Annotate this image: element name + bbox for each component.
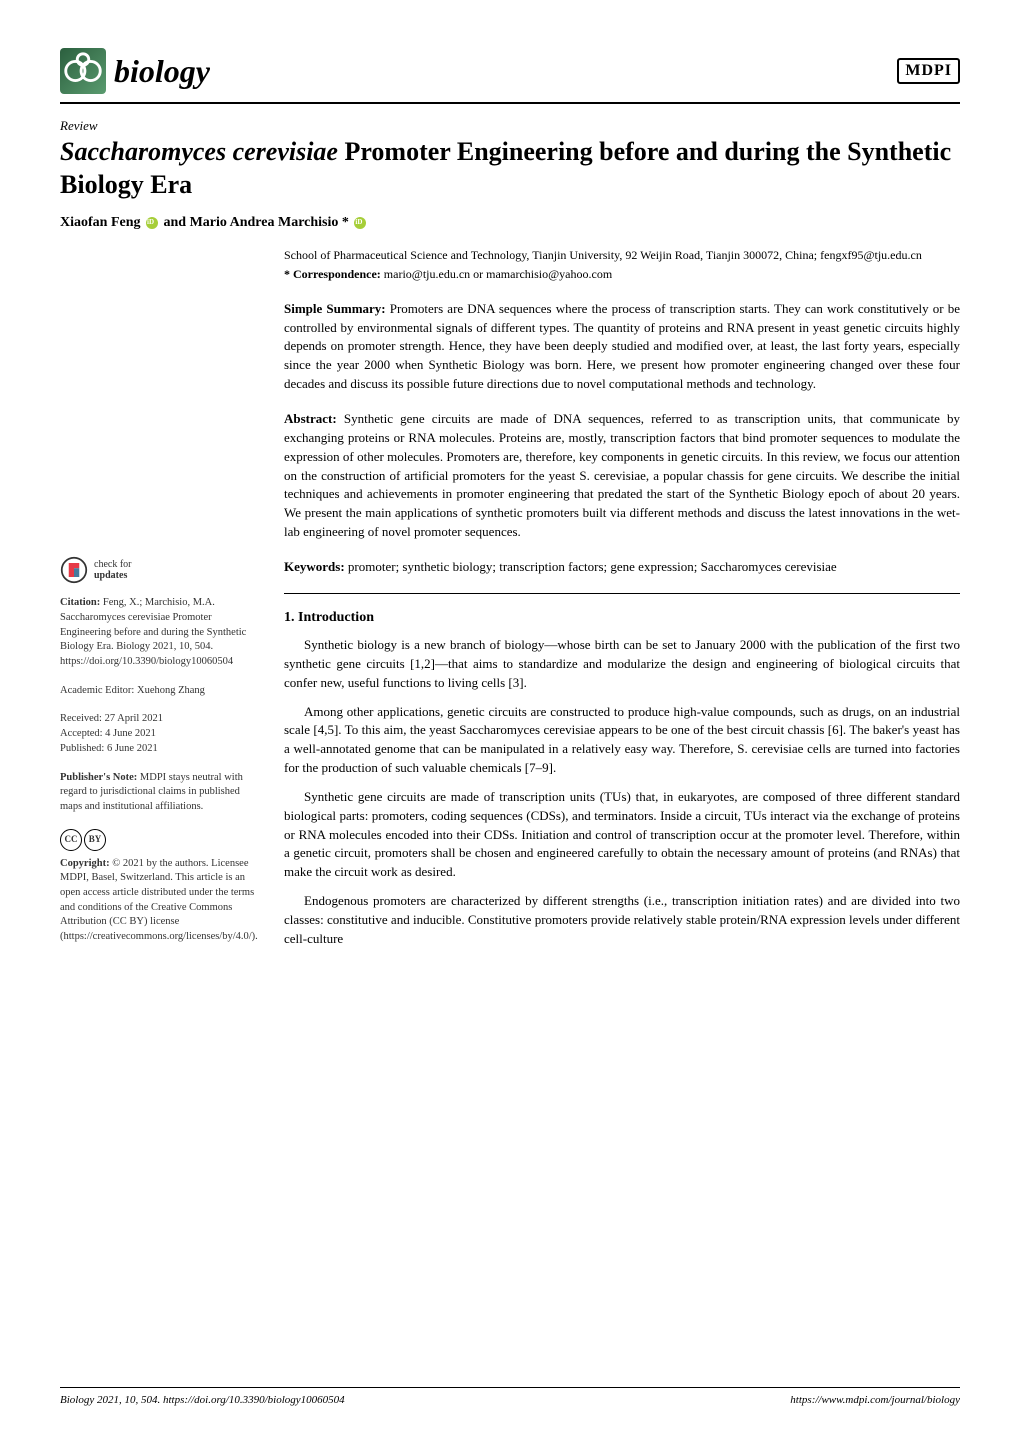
editor-block: Academic Editor: Xuehong Zhang bbox=[60, 684, 260, 699]
received-date: Received: 27 April 2021 bbox=[60, 712, 260, 727]
keywords-label: Keywords: bbox=[284, 559, 345, 574]
check-updates-text: check for updates bbox=[94, 559, 131, 581]
affiliation-text: School of Pharmaceutical Science and Tec… bbox=[284, 247, 960, 264]
accepted-date: Accepted: 4 June 2021 bbox=[60, 727, 260, 742]
abstract-text: Synthetic gene circuits are made of DNA … bbox=[284, 411, 960, 539]
dates-block: Received: 27 April 2021 Accepted: 4 June… bbox=[60, 712, 260, 756]
check-line1: check for bbox=[94, 559, 131, 570]
footer-left: Biology 2021, 10, 504. https://doi.org/1… bbox=[60, 1394, 345, 1406]
affiliation-block: School of Pharmaceutical Science and Tec… bbox=[284, 247, 960, 284]
main-column: School of Pharmaceutical Science and Tec… bbox=[284, 247, 960, 959]
sidebar: check for updates Citation: Feng, X.; Ma… bbox=[60, 247, 260, 959]
summary-label: Simple Summary: bbox=[284, 301, 386, 316]
published-date: Published: 6 June 2021 bbox=[60, 742, 260, 757]
header-rule bbox=[60, 102, 960, 104]
header-row: biology MDPI bbox=[60, 48, 960, 100]
correspondence-line: * Correspondence: mario@tju.edu.cn or ma… bbox=[284, 266, 960, 283]
check-updates[interactable]: check for updates bbox=[60, 556, 260, 584]
paragraph-3: Synthetic gene circuits are made of tran… bbox=[284, 788, 960, 882]
author-rest: and Mario Andrea Marchisio * bbox=[164, 215, 349, 230]
section-heading: 1. Introduction bbox=[284, 608, 960, 628]
abstract-block: Abstract: Synthetic gene circuits are ma… bbox=[284, 410, 960, 542]
journal-name: biology bbox=[114, 53, 210, 90]
note-label: Publisher's Note: bbox=[60, 772, 137, 783]
article-title: Saccharomyces cerevisiae Promoter Engine… bbox=[60, 136, 960, 201]
body-text: Synthetic biology is a new branch of bio… bbox=[284, 636, 960, 949]
two-column-layout: check for updates Citation: Feng, X.; Ma… bbox=[60, 247, 960, 959]
keywords-text: promoter; synthetic biology; transcripti… bbox=[345, 559, 837, 574]
journal-icon bbox=[60, 48, 106, 94]
article-type: Review bbox=[60, 118, 960, 134]
publisher-note-block: Publisher's Note: MDPI stays neutral wit… bbox=[60, 771, 260, 815]
abstract-label: Abstract: bbox=[284, 411, 337, 426]
section-rule bbox=[284, 593, 960, 594]
publisher-logo: MDPI bbox=[897, 58, 960, 84]
editor-label: Academic Editor: bbox=[60, 685, 134, 696]
editor-text: Xuehong Zhang bbox=[134, 685, 205, 696]
footer-right[interactable]: https://www.mdpi.com/journal/biology bbox=[790, 1394, 960, 1406]
journal-logo: biology bbox=[60, 48, 210, 94]
orcid-icon[interactable] bbox=[354, 217, 366, 229]
citation-label: Citation: bbox=[60, 597, 100, 608]
copyright-block: Copyright: © 2021 by the authors. Licens… bbox=[60, 857, 260, 945]
title-italic: Saccharomyces cerevisiae bbox=[60, 137, 338, 166]
paragraph-2: Among other applications, genetic circui… bbox=[284, 703, 960, 778]
correspondence-star: * bbox=[284, 267, 293, 281]
correspondence-bold: Correspondence: bbox=[293, 267, 381, 281]
author-1: Xiaofan Feng bbox=[60, 215, 141, 230]
citation-block: Citation: Feng, X.; Marchisio, M.A. Sacc… bbox=[60, 596, 260, 669]
footer: Biology 2021, 10, 504. https://doi.org/1… bbox=[60, 1387, 960, 1406]
cc-badge[interactable]: CC BY bbox=[60, 829, 260, 851]
by-icon: BY bbox=[84, 829, 106, 851]
orcid-icon[interactable] bbox=[146, 217, 158, 229]
summary-text: Promoters are DNA sequences where the pr… bbox=[284, 301, 960, 391]
simple-summary-block: Simple Summary: Promoters are DNA sequen… bbox=[284, 300, 960, 394]
keywords-block: Keywords: promoter; synthetic biology; t… bbox=[284, 558, 960, 577]
cc-icon: CC bbox=[60, 829, 82, 851]
correspondence-text: mario@tju.edu.cn or mamarchisio@yahoo.co… bbox=[381, 267, 612, 281]
copyright-text: © 2021 by the authors. Licensee MDPI, Ba… bbox=[60, 858, 258, 942]
check-updates-icon bbox=[60, 556, 88, 584]
paragraph-4: Endogenous promoters are characterized b… bbox=[284, 892, 960, 949]
check-line2: updates bbox=[94, 570, 127, 581]
sidebar-spacer bbox=[60, 247, 260, 556]
paragraph-1: Synthetic biology is a new branch of bio… bbox=[284, 636, 960, 693]
authors-line: Xiaofan Feng and Mario Andrea Marchisio … bbox=[60, 215, 960, 231]
copyright-label: Copyright: bbox=[60, 858, 110, 869]
